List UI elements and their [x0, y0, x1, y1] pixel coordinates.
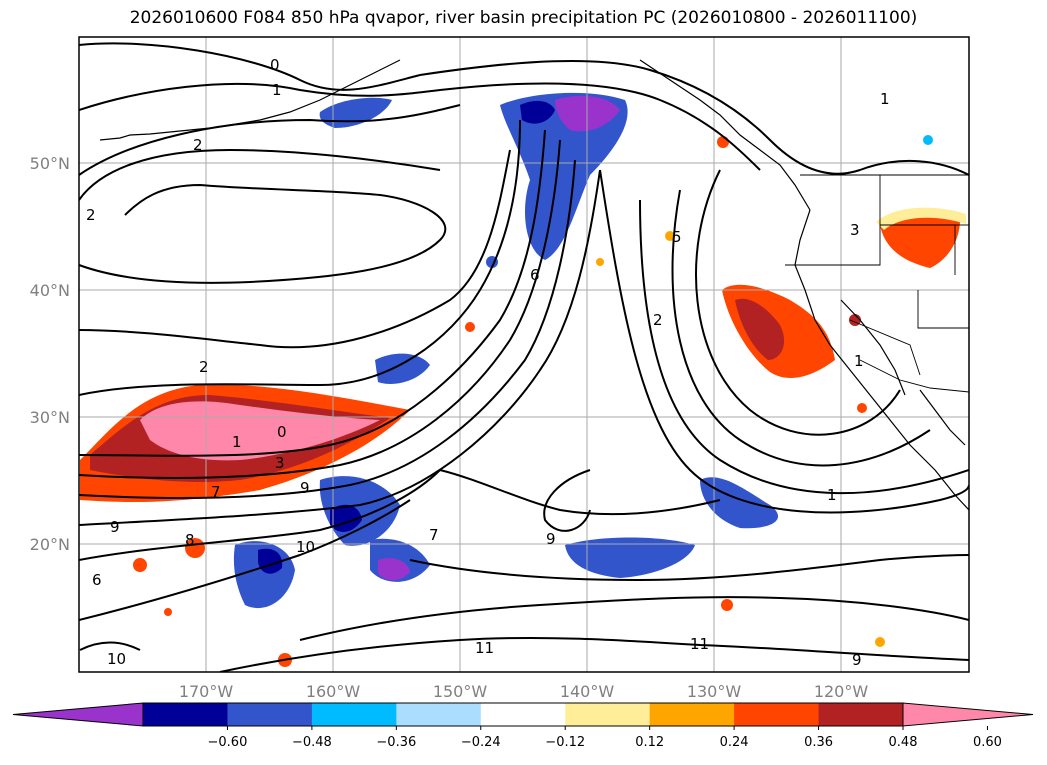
lat-label-50n: 50°N [30, 154, 70, 173]
precip-negative-north-blue [500, 92, 628, 260]
colorbar-tick-label: 0.24 [720, 735, 749, 750]
contour-label: 1 [232, 433, 242, 451]
contour-label: 10 [296, 538, 315, 556]
colorbar-tick-label: −0.60 [208, 735, 248, 750]
precip-cell [875, 637, 885, 647]
borders [785, 174, 969, 393]
colorbar-tick-label: 0.36 [804, 735, 833, 750]
colorbar-segment [649, 703, 735, 726]
contour-label: 9 [300, 479, 310, 497]
lat-label-40n: 40°N [30, 281, 70, 300]
precip-cell [665, 231, 675, 241]
colorbar-segment [480, 703, 566, 726]
contour-label: 2 [193, 136, 203, 154]
contour-label: 2 [653, 311, 663, 329]
contour-labels: 0 1 2 2 2 1 0 3 7 9 10 8 9 6 10 11 11 9 … [86, 56, 890, 669]
colorbar-extend-low [12, 702, 144, 727]
contour-label: 9 [852, 651, 862, 669]
contour-label: 1 [854, 352, 864, 370]
contour-label: 1 [272, 81, 282, 99]
colorbar-segment [143, 703, 228, 726]
contour-label: 2 [86, 206, 96, 224]
colorbar-segment [818, 703, 904, 726]
contour-label: 0 [277, 423, 287, 441]
colorbar-tick-label: 0.48 [889, 735, 918, 750]
colorbar-tick-label: −0.24 [461, 735, 501, 750]
lon-label-150w: 150°W [433, 682, 488, 701]
colorbar-tick-label: 0.12 [635, 735, 664, 750]
contour-label: 8 [185, 531, 195, 549]
precip-cell [596, 258, 604, 266]
precip-cell [133, 558, 147, 572]
contour-label: 2 [199, 358, 209, 376]
contour-label: 7 [429, 526, 439, 544]
colorbar-segment [311, 703, 397, 726]
contour-label: 0 [270, 56, 280, 74]
latitude-labels: 50°N 40°N 30°N 20°N [30, 154, 70, 554]
colorbar-segment [734, 703, 820, 726]
contour-label: 6 [530, 266, 540, 284]
qvapor-contours [79, 42, 969, 672]
precip-inland-yellow [876, 207, 966, 230]
precip-cell [857, 403, 867, 413]
precip-california-darkred [735, 298, 785, 360]
precip-positive-pink [140, 401, 380, 461]
colorbar-frame [142, 702, 904, 727]
graticule [79, 37, 969, 672]
precip-cell [721, 599, 733, 611]
precip-cell [164, 608, 172, 616]
precip-cell [465, 322, 475, 332]
precip-cell [923, 135, 933, 145]
colorbar-segment [396, 703, 482, 726]
contour-label: 9 [110, 518, 120, 536]
longitude-labels: 170°W 160°W 150°W 140°W 130°W 120°W [179, 682, 869, 701]
contour-label: 9 [546, 530, 556, 548]
colorbar: −0.60 −0.48 −0.36 −0.24 −0.12 0.12 0.24 0.36 0.4… [12, 702, 1034, 750]
precip-negative-mid-blue [375, 353, 430, 385]
precip-negative-north-navy [520, 100, 555, 124]
colorbar-tick-label: −0.48 [292, 735, 332, 750]
contour-label: 3 [850, 221, 860, 239]
colorbar-tick-label: −0.36 [376, 735, 416, 750]
lat-label-30n: 30°N [30, 408, 70, 427]
contour-label: 3 [275, 454, 285, 472]
contour-label: 1 [827, 486, 837, 504]
contour-label: 1 [880, 90, 890, 108]
lon-label-170w: 170°W [179, 682, 234, 701]
colorbar-segment [565, 703, 651, 726]
contour-label: 10 [107, 650, 126, 668]
colorbar-tick-label: 0.60 [973, 735, 1002, 750]
map-title: 2026010600 F084 850 hPa qvapor, river ba… [129, 8, 918, 28]
lon-label-130w: 130°W [687, 682, 742, 701]
contour-label: 6 [92, 571, 102, 589]
lon-label-140w: 140°W [560, 682, 615, 701]
colorbar-segment [227, 703, 313, 726]
colorbar-tick-label: −0.12 [545, 735, 585, 750]
precip-inland-orange [880, 213, 960, 268]
contour-label: 7 [211, 483, 221, 501]
lon-label-120w: 120°W [814, 682, 869, 701]
lat-label-20n: 20°N [30, 535, 70, 554]
precip-negative-hawaii-purple [378, 558, 410, 581]
lon-label-160w: 160°W [306, 682, 361, 701]
precip-cell [717, 136, 729, 148]
precip-negative-south-blue [565, 537, 695, 578]
map-frame [78, 36, 970, 673]
contour-label: 11 [475, 639, 494, 657]
contour-label: 5 [672, 228, 682, 246]
map-content: 0 1 2 2 2 1 0 3 7 9 10 8 9 6 10 11 11 9 … [79, 37, 969, 672]
contour-label: 11 [690, 635, 709, 653]
colorbar-extend-high [902, 702, 1034, 727]
